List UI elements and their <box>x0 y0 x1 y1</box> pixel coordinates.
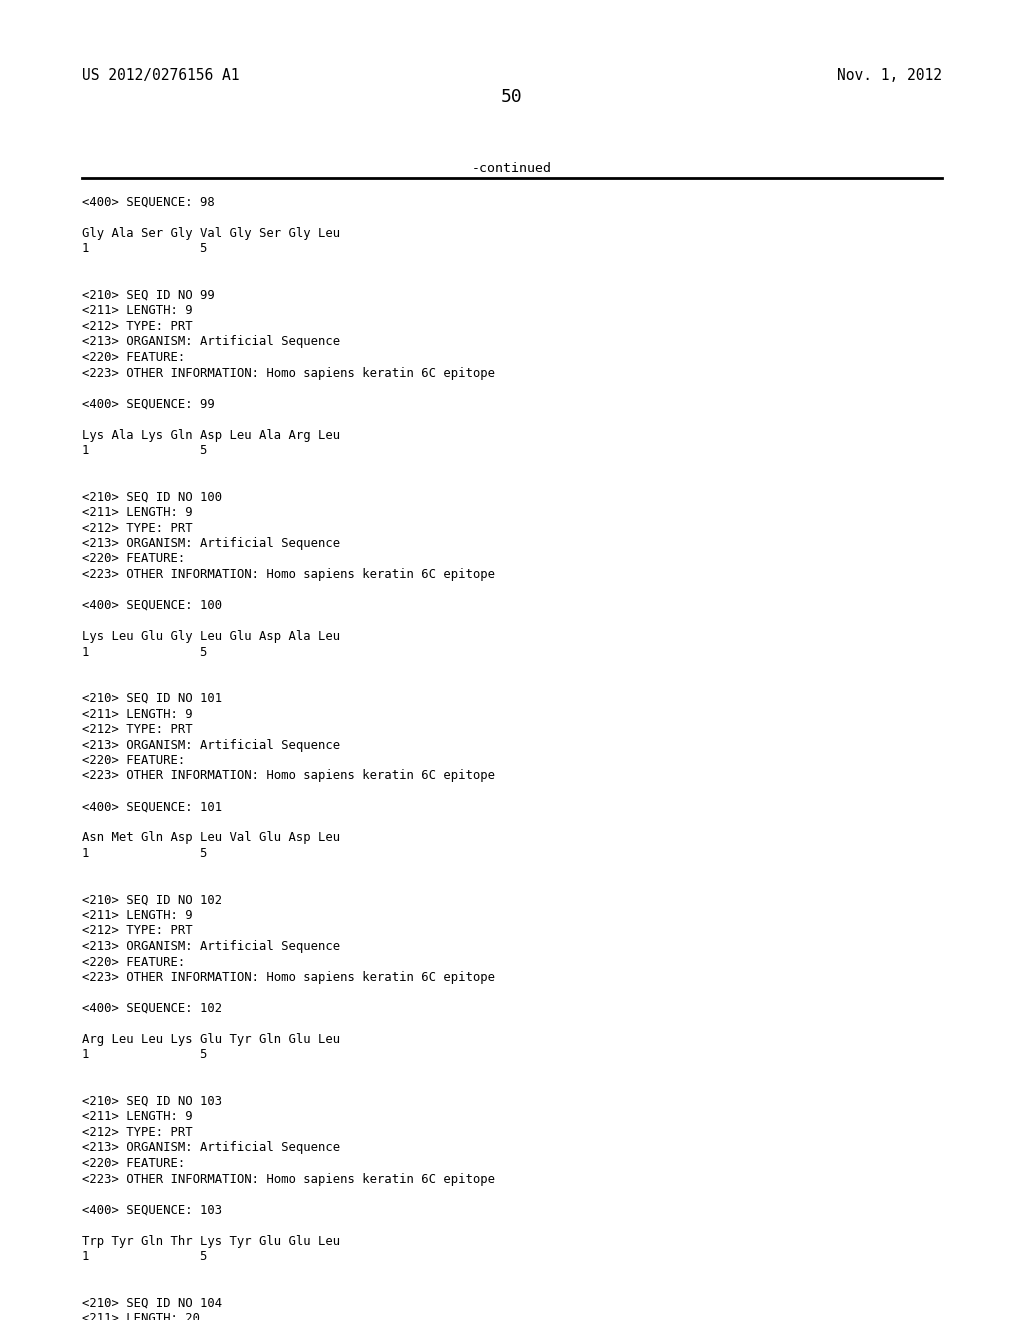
Text: <210> SEQ ID NO 101: <210> SEQ ID NO 101 <box>82 692 222 705</box>
Text: <212> TYPE: PRT: <212> TYPE: PRT <box>82 1126 193 1139</box>
Text: Nov. 1, 2012: Nov. 1, 2012 <box>837 69 942 83</box>
Text: <211> LENGTH: 20: <211> LENGTH: 20 <box>82 1312 200 1320</box>
Text: <210> SEQ ID NO 102: <210> SEQ ID NO 102 <box>82 894 222 907</box>
Text: <213> ORGANISM: Artificial Sequence: <213> ORGANISM: Artificial Sequence <box>82 537 340 550</box>
Text: <212> TYPE: PRT: <212> TYPE: PRT <box>82 924 193 937</box>
Text: <212> TYPE: PRT: <212> TYPE: PRT <box>82 723 193 737</box>
Text: <220> FEATURE:: <220> FEATURE: <box>82 754 185 767</box>
Text: <210> SEQ ID NO 100: <210> SEQ ID NO 100 <box>82 491 222 503</box>
Text: <211> LENGTH: 9: <211> LENGTH: 9 <box>82 909 193 921</box>
Text: <223> OTHER INFORMATION: Homo sapiens keratin 6C epitope: <223> OTHER INFORMATION: Homo sapiens ke… <box>82 770 495 783</box>
Text: <213> ORGANISM: Artificial Sequence: <213> ORGANISM: Artificial Sequence <box>82 335 340 348</box>
Text: Lys Leu Glu Gly Leu Glu Asp Ala Leu: Lys Leu Glu Gly Leu Glu Asp Ala Leu <box>82 630 340 643</box>
Text: Trp Tyr Gln Thr Lys Tyr Glu Glu Leu: Trp Tyr Gln Thr Lys Tyr Glu Glu Leu <box>82 1234 340 1247</box>
Text: Asn Met Gln Asp Leu Val Glu Asp Leu: Asn Met Gln Asp Leu Val Glu Asp Leu <box>82 832 340 845</box>
Text: <220> FEATURE:: <220> FEATURE: <box>82 1158 185 1170</box>
Text: Lys Ala Lys Gln Asp Leu Ala Arg Leu: Lys Ala Lys Gln Asp Leu Ala Arg Leu <box>82 429 340 441</box>
Text: <400> SEQUENCE: 100: <400> SEQUENCE: 100 <box>82 599 222 612</box>
Text: <212> TYPE: PRT: <212> TYPE: PRT <box>82 319 193 333</box>
Text: <213> ORGANISM: Artificial Sequence: <213> ORGANISM: Artificial Sequence <box>82 738 340 751</box>
Text: 1               5: 1 5 <box>82 243 208 256</box>
Text: <220> FEATURE:: <220> FEATURE: <box>82 956 185 969</box>
Text: 1               5: 1 5 <box>82 1250 208 1263</box>
Text: 1               5: 1 5 <box>82 444 208 457</box>
Text: <213> ORGANISM: Artificial Sequence: <213> ORGANISM: Artificial Sequence <box>82 940 340 953</box>
Text: <211> LENGTH: 9: <211> LENGTH: 9 <box>82 506 193 519</box>
Text: <210> SEQ ID NO 104: <210> SEQ ID NO 104 <box>82 1296 222 1309</box>
Text: <211> LENGTH: 9: <211> LENGTH: 9 <box>82 708 193 721</box>
Text: 50: 50 <box>501 88 523 106</box>
Text: US 2012/0276156 A1: US 2012/0276156 A1 <box>82 69 240 83</box>
Text: <400> SEQUENCE: 103: <400> SEQUENCE: 103 <box>82 1204 222 1217</box>
Text: <223> OTHER INFORMATION: Homo sapiens keratin 6C epitope: <223> OTHER INFORMATION: Homo sapiens ke… <box>82 972 495 983</box>
Text: <210> SEQ ID NO 99: <210> SEQ ID NO 99 <box>82 289 215 302</box>
Text: <400> SEQUENCE: 102: <400> SEQUENCE: 102 <box>82 1002 222 1015</box>
Text: <223> OTHER INFORMATION: Homo sapiens keratin 6C epitope: <223> OTHER INFORMATION: Homo sapiens ke… <box>82 568 495 581</box>
Text: <400> SEQUENCE: 98: <400> SEQUENCE: 98 <box>82 195 215 209</box>
Text: <212> TYPE: PRT: <212> TYPE: PRT <box>82 521 193 535</box>
Text: Arg Leu Leu Lys Glu Tyr Gln Glu Leu: Arg Leu Leu Lys Glu Tyr Gln Glu Leu <box>82 1034 340 1045</box>
Text: <400> SEQUENCE: 99: <400> SEQUENCE: 99 <box>82 397 215 411</box>
Text: <223> OTHER INFORMATION: Homo sapiens keratin 6C epitope: <223> OTHER INFORMATION: Homo sapiens ke… <box>82 367 495 380</box>
Text: 1               5: 1 5 <box>82 1048 208 1061</box>
Text: Gly Ala Ser Gly Val Gly Ser Gly Leu: Gly Ala Ser Gly Val Gly Ser Gly Leu <box>82 227 340 240</box>
Text: <400> SEQUENCE: 101: <400> SEQUENCE: 101 <box>82 800 222 813</box>
Text: <220> FEATURE:: <220> FEATURE: <box>82 351 185 364</box>
Text: 1               5: 1 5 <box>82 847 208 861</box>
Text: <210> SEQ ID NO 103: <210> SEQ ID NO 103 <box>82 1096 222 1107</box>
Text: <211> LENGTH: 9: <211> LENGTH: 9 <box>82 305 193 318</box>
Text: <213> ORGANISM: Artificial Sequence: <213> ORGANISM: Artificial Sequence <box>82 1142 340 1155</box>
Text: -continued: -continued <box>472 162 552 176</box>
Text: <223> OTHER INFORMATION: Homo sapiens keratin 6C epitope: <223> OTHER INFORMATION: Homo sapiens ke… <box>82 1172 495 1185</box>
Text: <220> FEATURE:: <220> FEATURE: <box>82 553 185 565</box>
Text: <211> LENGTH: 9: <211> LENGTH: 9 <box>82 1110 193 1123</box>
Text: 1               5: 1 5 <box>82 645 208 659</box>
